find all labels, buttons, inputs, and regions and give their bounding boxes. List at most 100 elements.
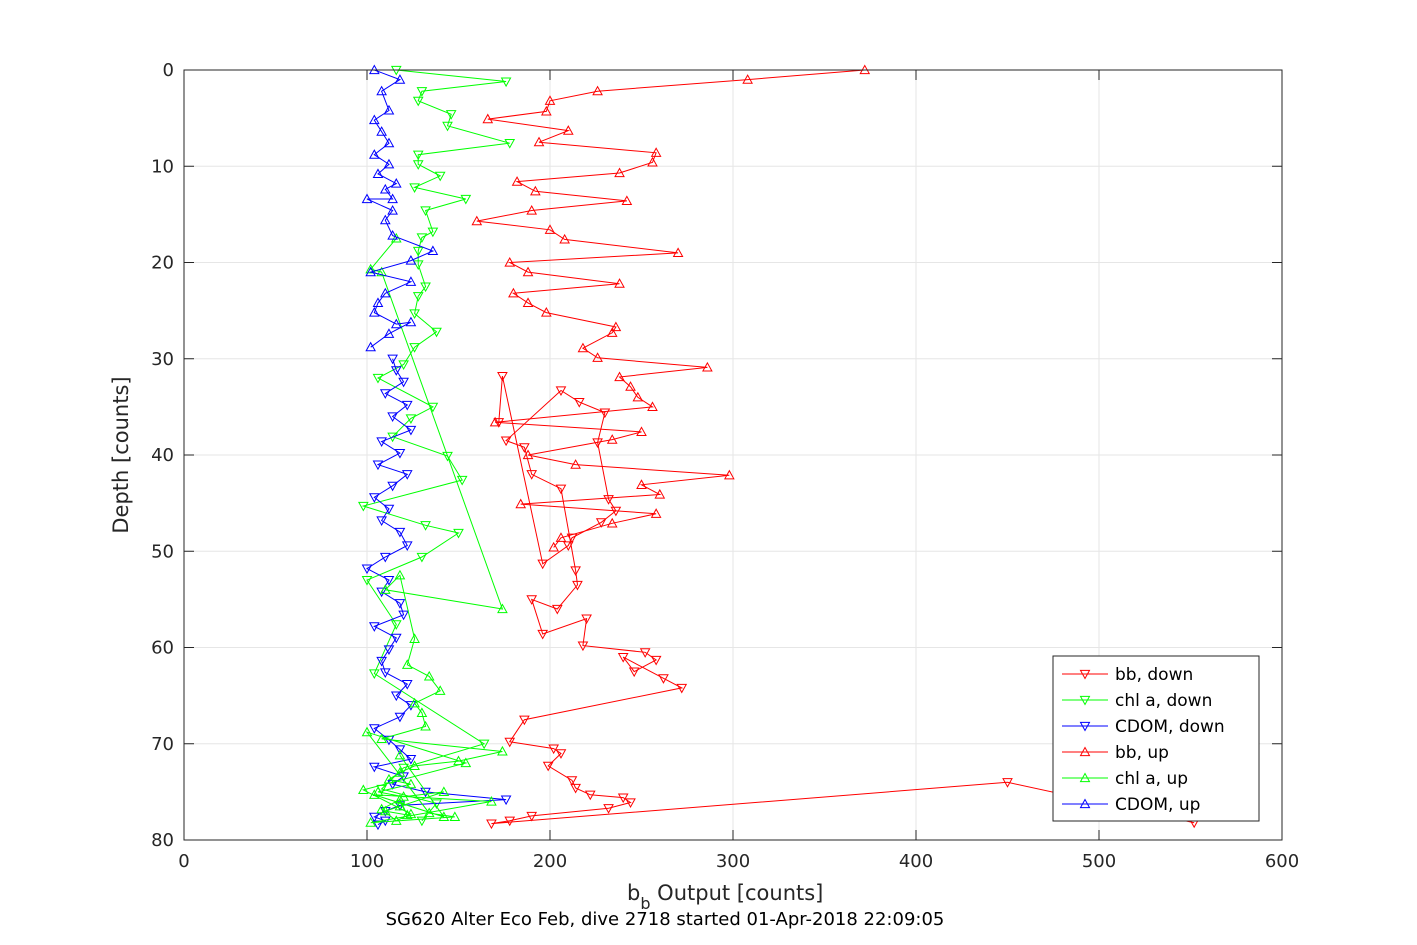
data-point [614,371,625,382]
data-point [394,599,406,609]
data-point [390,633,402,644]
data-point [606,434,618,444]
data-point [702,361,713,372]
data-point [460,757,472,768]
data-point [572,580,583,591]
data-point [368,149,380,159]
data-point [573,397,585,408]
data-point [368,812,380,823]
chart-title: SG620 Alter Eco Feb, dive 2718 started 0… [386,909,945,930]
data-point [540,307,552,317]
data-point [526,595,538,605]
data-point [508,287,519,298]
data-point [595,518,607,528]
data-point [372,168,384,179]
data-point [409,633,420,643]
data-point [376,587,387,598]
data-point [548,744,560,755]
data-point [372,373,384,384]
data-point [405,414,417,424]
data-point [420,787,431,798]
data-point [453,528,464,539]
series-1 [357,65,516,827]
data-point [416,816,428,827]
data-point [383,137,395,148]
data-point [654,488,666,499]
data-point [387,204,398,215]
data-point [387,354,398,365]
data-point [394,794,406,804]
data-point [420,720,431,731]
data-point [383,576,395,586]
series-line [361,69,510,822]
y-tick-label: 10 [151,156,174,177]
data-point [519,715,530,726]
data-point [372,460,384,471]
data-point [420,282,431,293]
data-point [1002,778,1013,788]
y-tick-label: 60 [151,638,174,659]
data-point [409,343,420,353]
data-point [401,541,413,552]
data-point [658,674,669,684]
data-point [614,278,625,288]
data-point [486,819,497,830]
data-point [431,327,442,338]
legend-marker [1079,669,1091,680]
data-point [390,620,402,630]
legend-marker [1079,772,1091,783]
data-point [427,227,439,238]
data-point [416,87,428,97]
data-point [522,266,534,277]
data-point [394,745,406,756]
data-point [672,247,684,257]
data-point [416,707,428,718]
data-point [416,233,428,244]
data-point [606,327,618,337]
data-point [361,193,373,204]
data-point [544,95,556,105]
x-axis-label-base: b [627,881,640,905]
legend-label: bb, down [1115,665,1193,685]
data-point [383,773,395,784]
data-point [650,655,662,666]
data-point [379,805,391,816]
data-point [405,316,417,327]
series-line [476,69,865,548]
data-point [405,808,417,819]
data-point [368,114,380,125]
x-tick-label: 100 [350,851,384,872]
data-point [394,527,406,538]
data-point [394,712,406,723]
data-point [460,194,472,205]
data-point [361,576,373,586]
data-point [542,761,554,772]
data-point [361,726,373,737]
x-tick-label: 0 [178,851,189,872]
data-point [423,807,435,818]
data-point [398,377,409,388]
data-point [610,321,622,332]
data-point [636,479,647,489]
data-point [387,193,398,204]
data-point [544,224,556,234]
data-point [515,498,527,509]
y-tick-label: 40 [151,445,174,466]
data-point [365,817,377,827]
data-point [559,233,570,244]
series-layer [357,64,1200,831]
data-point [581,614,592,625]
data-point [394,800,406,811]
data-point [555,386,567,397]
data-point [453,755,464,766]
data-point [614,167,625,178]
data-point [603,804,614,814]
data-point [394,767,406,777]
data-point [551,604,563,615]
data-point [394,569,406,580]
data-point [522,297,534,308]
data-point [398,360,409,371]
legend-marker [1079,695,1091,706]
data-point [566,776,578,786]
data-point [379,389,391,399]
